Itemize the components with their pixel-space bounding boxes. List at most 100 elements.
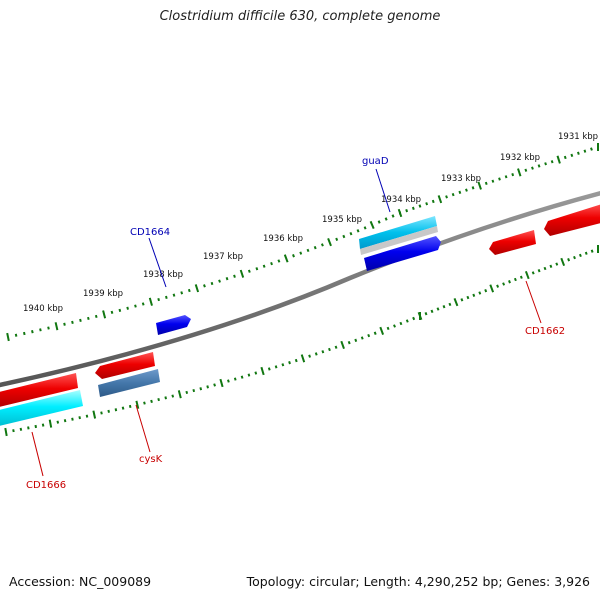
gene-feature-CD1666[interactable] [0,373,78,408]
ruler-minor-tick [342,234,346,239]
ruler-major-tick [560,257,566,267]
ruler-minor-tick [210,281,214,286]
ruler-minor-tick [567,258,571,262]
ruler-minor-tick [107,409,110,413]
gene-label-guaD[interactable]: guaD [362,156,389,167]
ruler-minor-tick [498,177,501,181]
ruler-major-tick [437,195,443,204]
gene-feature-cysK-upper[interactable] [95,352,155,379]
gene-label-CD1666[interactable]: CD1666 [26,480,66,491]
ruler-minor-tick [172,293,176,297]
scale-label: 1940 kbp [23,304,63,314]
ruler-minor-tick [399,321,403,326]
ruler-minor-tick [41,423,45,427]
ruler-minor-tick [524,168,528,172]
ruler-minor-tick [31,330,34,334]
ruler-minor-tick [157,397,160,402]
ruler-minor-tick [126,306,129,310]
gene-label-CD1662[interactable]: CD1662 [525,326,565,337]
ruler-major-tick [379,326,385,335]
ruler-major-tick [6,332,10,342]
ruler-minor-tick [267,367,271,371]
ruler-major-tick [102,310,107,319]
ruler-minor-tick [206,385,209,389]
ruler-major-tick [54,322,59,331]
ruler-minor-tick [150,399,153,403]
ruler-minor-tick [570,153,574,158]
ruler-minor-tick [233,377,237,381]
gene-feature-cysK[interactable] [98,369,160,397]
gene-feature-guaD[interactable] [364,236,441,271]
gene-label-cysK[interactable]: cysK [139,454,163,465]
scale-label: 1932 kbp [500,153,540,163]
ruler-minor-tick [445,195,448,199]
scale-ruler-upper [6,143,599,342]
ruler-minor-tick [550,160,554,164]
ruler-minor-tick [254,371,258,375]
ruler-minor-tick [121,406,125,410]
ruler-minor-tick [27,426,30,430]
ruler-minor-tick [78,416,81,420]
ruler-minor-tick [472,293,476,297]
gene-label-CD1664[interactable]: CD1664 [130,227,170,238]
label-leaders [31,168,542,477]
scale-label: 1937 kbp [203,252,243,262]
ruler-minor-tick [110,310,114,314]
ruler-minor-tick [14,333,18,337]
ruler-minor-tick [543,266,547,271]
gene-feature-CD1664[interactable] [156,315,191,335]
ruler-minor-tick [255,267,259,271]
ruler-minor-tick [192,388,196,393]
ruler-minor-tick [484,181,488,186]
ruler-minor-tick [334,345,338,349]
ruler-major-tick [477,181,482,190]
ruler-minor-tick [247,373,251,377]
ruler-minor-tick [354,338,358,343]
ruler-minor-tick [573,255,576,260]
ruler-major-tick [489,284,495,293]
ruler-minor-tick [519,275,523,279]
gene-feature-CD1666-rna[interactable] [0,390,83,427]
scale-ruler-lower [4,245,599,437]
ruler-minor-tick [442,305,446,309]
accession-text: Accession: NC_009089 [9,574,152,589]
ruler-minor-tick [270,261,273,266]
gene-feature-CD1662[interactable] [489,230,536,255]
gene-feature-guaD-rna[interactable] [359,216,437,249]
ruler-minor-tick [584,251,588,255]
ruler-minor-tick [555,262,559,266]
ruler-major-tick [524,270,530,280]
ruler-minor-tick [274,365,278,369]
ruler-major-tick [517,168,522,177]
ruler-minor-tick [180,291,184,295]
ruler-minor-tick [294,358,298,363]
ruler-minor-tick [313,245,317,250]
ruler-major-tick [177,390,182,399]
ruler-minor-tick [321,350,325,354]
ruler-minor-tick [386,326,390,331]
ruler-minor-tick [373,331,377,335]
ruler-minor-tick [199,387,203,391]
scale-label: 1936 kbp [263,234,303,244]
ruler-minor-tick [563,155,567,160]
ruler-minor-tick [363,226,367,230]
ruler-minor-tick [12,429,15,433]
ruler-minor-tick [100,411,103,415]
ruler-major-tick [4,427,8,437]
ruler-minor-tick [56,420,60,424]
gene-feature-right-edge[interactable] [544,203,600,236]
ruler-minor-tick [508,280,511,284]
ruler-minor-tick [185,390,189,395]
ruler-minor-tick [436,307,440,311]
ruler-minor-tick [63,322,66,326]
ruler-minor-tick [465,188,468,192]
gene-labels: guaD CD1664 CD1662 cysK CD1666 [26,156,565,491]
ruler-minor-tick [225,276,229,281]
ruler-major-tick [283,254,289,263]
ruler-minor-tick [141,302,145,306]
ruler-minor-tick [262,264,266,268]
ruler-minor-tick [430,309,434,314]
ruler-minor-tick [203,284,206,288]
forward-features [156,216,441,335]
ruler-minor-tick [411,206,415,211]
